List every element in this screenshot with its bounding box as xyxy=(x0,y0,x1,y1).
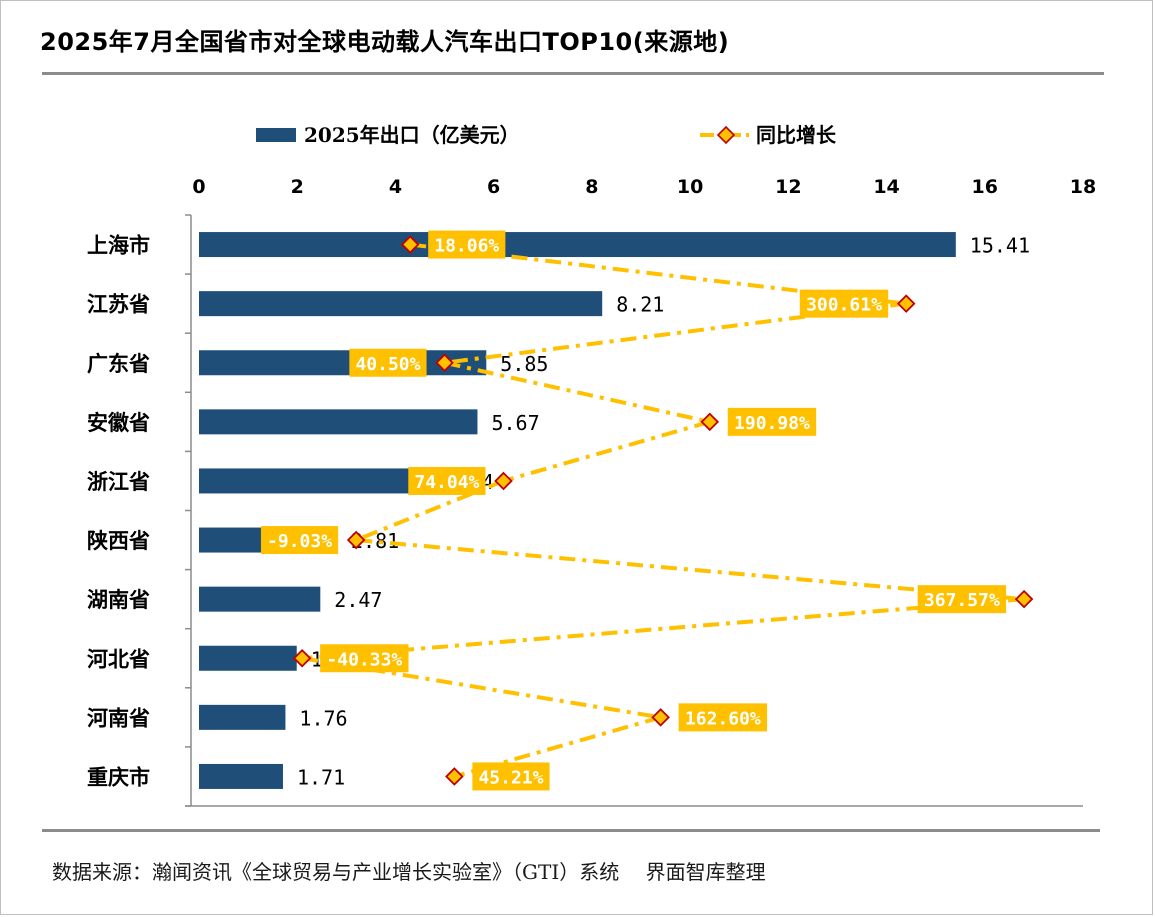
growth-label-box xyxy=(472,762,550,791)
category-label: 安徽省 xyxy=(87,410,150,435)
bar xyxy=(199,586,321,612)
growth-label: 74.04% xyxy=(414,472,479,493)
bar-value-label: 8.21 xyxy=(616,293,664,317)
x-tick-label: 14 xyxy=(873,176,899,198)
legend-diamond-marker xyxy=(716,125,736,145)
category-label: 重庆市 xyxy=(87,764,150,789)
category-label: 浙江省 xyxy=(87,469,150,494)
legend-bar-label: 2025年出口（亿美元） xyxy=(304,123,520,147)
growth-label: -40.33% xyxy=(326,649,402,670)
growth-marker xyxy=(1014,589,1034,609)
x-tick-label: 18 xyxy=(1070,176,1096,198)
growth-label: 40.50% xyxy=(355,354,420,375)
legend-line-label: 同比增长 xyxy=(756,123,837,147)
x-tick-label: 2 xyxy=(291,176,304,198)
chart-title: 2025年7月全国省市对全球电动载人汽车出口TOP10(来源地) xyxy=(40,28,730,56)
bar xyxy=(199,409,478,435)
x-tick-label: 6 xyxy=(487,176,500,198)
growth-marker xyxy=(445,767,464,786)
bar xyxy=(199,468,432,494)
growth-marker xyxy=(651,708,670,727)
axes: 0 2 4 6 8 10 12 14 16 18 上海市江苏省广东省安徽省浙江省陕西省湖南省河北省河… xyxy=(87,176,1096,807)
source-note: 数据来源：瀚闻资讯《全球贸易与产业增长实验室》（GTI）系统 界面智库整理 xyxy=(52,860,766,884)
growth-label: -9.03% xyxy=(267,531,332,552)
bar-value-label: 1.71 xyxy=(297,765,345,789)
bar xyxy=(199,645,297,671)
growth-marker xyxy=(292,648,312,668)
bar xyxy=(199,704,286,730)
category-label: 陕西省 xyxy=(87,528,150,553)
category-label: 河南省 xyxy=(87,705,150,730)
growth-label: 45.21% xyxy=(478,767,543,788)
bar xyxy=(199,291,603,317)
growth-label: 367.57% xyxy=(924,590,1000,611)
legend-bar-swatch xyxy=(256,128,296,142)
growth-marker xyxy=(400,235,420,254)
growth-label: 162.60% xyxy=(685,708,761,729)
category-label: 广东省 xyxy=(87,351,150,376)
bar-value-label: 15.41 xyxy=(970,234,1030,258)
bar-value-label: 2.47 xyxy=(334,588,382,612)
growth-label: 190.98% xyxy=(734,413,810,434)
category-label: 湖南省 xyxy=(87,587,150,612)
growth-label-box xyxy=(727,407,817,436)
x-tick-label: 4 xyxy=(389,176,402,198)
bottom-rule xyxy=(42,829,1100,832)
growth-label-box xyxy=(428,230,506,259)
growth-label-box xyxy=(320,644,409,673)
growth-marker xyxy=(435,353,454,373)
growth-label-box xyxy=(678,703,768,732)
bar xyxy=(199,232,956,258)
bars: 15.418.215.855.674.742.812.471.1.761.71 xyxy=(199,232,1030,789)
growth-label-box xyxy=(408,466,486,495)
x-tick-label: 0 xyxy=(192,176,205,198)
x-tick-label: 10 xyxy=(677,176,703,198)
legend: 2025年出口（亿美元） 同比增长 xyxy=(256,123,837,147)
growth-marker xyxy=(896,294,916,313)
growth-label-box xyxy=(260,526,339,555)
growth-marker xyxy=(494,471,513,491)
growth-connector xyxy=(444,360,711,424)
bar-value-label: 5.85 xyxy=(500,352,548,376)
category-label: 河北省 xyxy=(87,646,150,671)
x-tick-label: 12 xyxy=(775,176,801,198)
category-label: 上海市 xyxy=(87,233,150,258)
x-tick-label: 8 xyxy=(585,176,598,198)
bar-value-label: 1.76 xyxy=(299,706,347,730)
category-label: 江苏省 xyxy=(87,292,150,317)
x-tick-label: 16 xyxy=(972,176,998,198)
growth-marker xyxy=(346,530,366,550)
bar xyxy=(199,763,283,789)
growth-label: 300.61% xyxy=(806,295,882,316)
growth-label: 18.06% xyxy=(434,236,499,257)
growth-connector xyxy=(502,419,711,483)
growth-label-box xyxy=(349,348,427,377)
growth-connector xyxy=(301,597,1025,661)
growth-series: 18.06% 300.61% 40.50% 190.98% 74.04% -9.03% 36… xyxy=(260,230,1034,791)
growth-marker xyxy=(700,412,720,432)
growth-label-box xyxy=(917,585,1007,614)
bar-value-label: 5.67 xyxy=(491,411,539,435)
top-rule xyxy=(42,72,1104,75)
growth-connector xyxy=(355,538,1025,602)
growth-label-box xyxy=(799,289,889,318)
